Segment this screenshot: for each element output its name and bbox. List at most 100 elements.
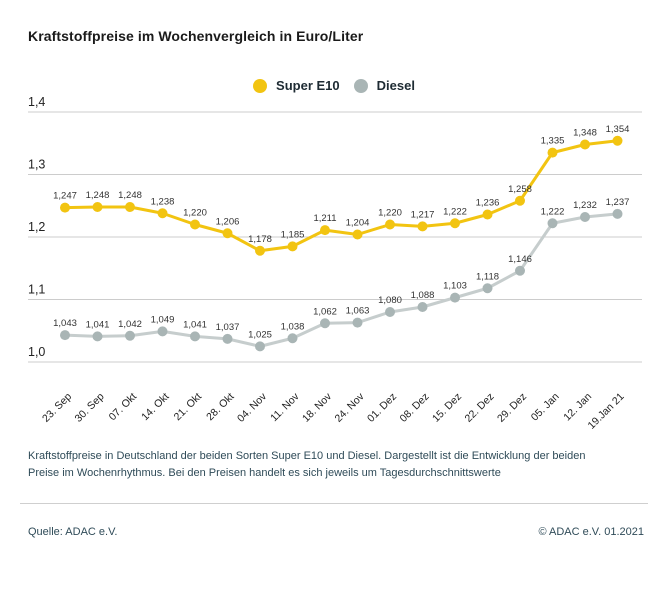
- data-point: [320, 225, 330, 236]
- data-label: 1,248: [118, 190, 142, 201]
- data-point: [222, 228, 233, 239]
- legend-item-diesel: Diesel: [353, 78, 415, 93]
- data-label: 1,222: [443, 206, 467, 217]
- data-label: 1,043: [53, 318, 77, 329]
- data-point: [547, 147, 558, 158]
- data-point: [450, 292, 460, 303]
- data-label: 1,220: [183, 208, 207, 219]
- data-point: [320, 318, 330, 329]
- data-point: [515, 265, 525, 276]
- x-tick-label: 29. Dez: [495, 391, 529, 425]
- data-label: 1,178: [248, 234, 272, 245]
- data-point: [255, 245, 265, 256]
- data-point: [385, 307, 395, 317]
- data-label: 1,354: [606, 124, 630, 135]
- data-label: 1,025: [248, 329, 272, 340]
- data-point: [157, 208, 168, 219]
- data-point: [547, 218, 558, 229]
- data-point: [190, 331, 200, 342]
- data-label: 1,247: [53, 191, 77, 202]
- data-point: [515, 195, 525, 206]
- x-tick-label: 23. Sep: [40, 391, 74, 425]
- data-label: 1,049: [151, 314, 175, 325]
- data-point: [580, 212, 590, 222]
- x-tick-label: 08. Dez: [398, 391, 432, 425]
- x-tick-label: 14. Okt: [139, 391, 171, 423]
- data-point: [287, 333, 298, 344]
- data-point: [417, 302, 428, 312]
- copyright-label: © ADAC e.V. 01.2021: [538, 526, 644, 538]
- y-tick-label: 1,3: [28, 158, 45, 172]
- data-label: 1,204: [346, 218, 370, 229]
- legend-label: Diesel: [376, 78, 415, 93]
- x-tick-label: 01. Dez: [365, 391, 399, 425]
- data-label: 1,103: [443, 281, 467, 292]
- data-point: [482, 283, 493, 294]
- data-label: 1,222: [541, 206, 565, 217]
- legend-item-super-e10: Super E10: [253, 78, 340, 93]
- data-label: 1,220: [378, 208, 402, 219]
- data-point: [125, 330, 135, 341]
- diesel-swatch-icon: [353, 78, 368, 93]
- y-tick-label: 1,0: [28, 345, 45, 359]
- data-label: 1,118: [476, 271, 499, 282]
- data-label: 1,232: [573, 200, 597, 211]
- legend: Super E10 Diesel: [0, 78, 668, 93]
- x-tick-label: 07. Okt: [107, 391, 139, 423]
- data-label: 1,038: [281, 321, 305, 332]
- data-label: 1,335: [541, 136, 565, 147]
- data-point: [417, 221, 428, 232]
- series-line: [64, 212, 618, 348]
- x-tick-label: 21. Okt: [172, 391, 204, 423]
- data-point: [352, 317, 363, 328]
- legend-label: Super E10: [276, 78, 340, 93]
- data-label: 1,237: [606, 197, 630, 208]
- data-point: [255, 341, 265, 352]
- x-tick-label: 05. Jan: [529, 391, 562, 424]
- data-label: 1,063: [346, 306, 370, 317]
- source-row: Quelle: ADAC e.V. © ADAC e.V. 01.2021: [28, 526, 644, 538]
- data-point: [482, 209, 493, 220]
- x-tick-label: 18. Nov: [300, 390, 335, 425]
- data-point: [612, 208, 623, 219]
- data-label: 1,080: [378, 295, 402, 306]
- data-point: [287, 241, 298, 252]
- data-point: [352, 229, 363, 240]
- data-point: [157, 326, 168, 337]
- data-label: 1,238: [151, 196, 175, 207]
- x-tick-label: 28. Okt: [204, 391, 236, 423]
- data-label: 1,258: [508, 184, 532, 195]
- data-point: [612, 135, 623, 146]
- series-line: [64, 139, 618, 253]
- data-point: [580, 139, 590, 150]
- x-tick-label: 24. Nov: [333, 390, 368, 425]
- chart-title: Kraftstoffpreise im Wochenvergleich in E…: [28, 28, 364, 44]
- x-tick-label: 15. Dez: [430, 391, 464, 425]
- x-tick-label: 30. Sep: [73, 391, 107, 425]
- source-label: Quelle: ADAC e.V.: [28, 526, 118, 538]
- data-label: 1,062: [313, 306, 337, 317]
- data-label: 1,037: [216, 322, 240, 333]
- data-label: 1,088: [411, 290, 435, 301]
- data-point: [385, 219, 395, 230]
- x-tick-label: 22. Dez: [463, 391, 497, 425]
- data-point: [190, 219, 200, 230]
- y-tick-label: 1,2: [28, 220, 45, 234]
- data-point: [60, 330, 70, 341]
- data-point: [60, 202, 70, 213]
- data-point: [450, 218, 460, 229]
- data-label: 1,217: [411, 209, 435, 220]
- data-label: 1,206: [216, 216, 240, 227]
- y-tick-label: 1,4: [28, 95, 45, 109]
- data-point: [125, 202, 135, 212]
- super-e10-swatch-icon: [253, 78, 268, 93]
- data-label: 1,146: [508, 254, 532, 265]
- x-tick-label: 04. Nov: [235, 390, 270, 425]
- data-point: [92, 331, 103, 342]
- data-point: [222, 333, 233, 344]
- data-label: 1,248: [86, 190, 110, 201]
- y-tick-label: 1,1: [28, 283, 45, 297]
- chart-description: Kraftstoffpreise in Deutschland der beid…: [28, 450, 586, 480]
